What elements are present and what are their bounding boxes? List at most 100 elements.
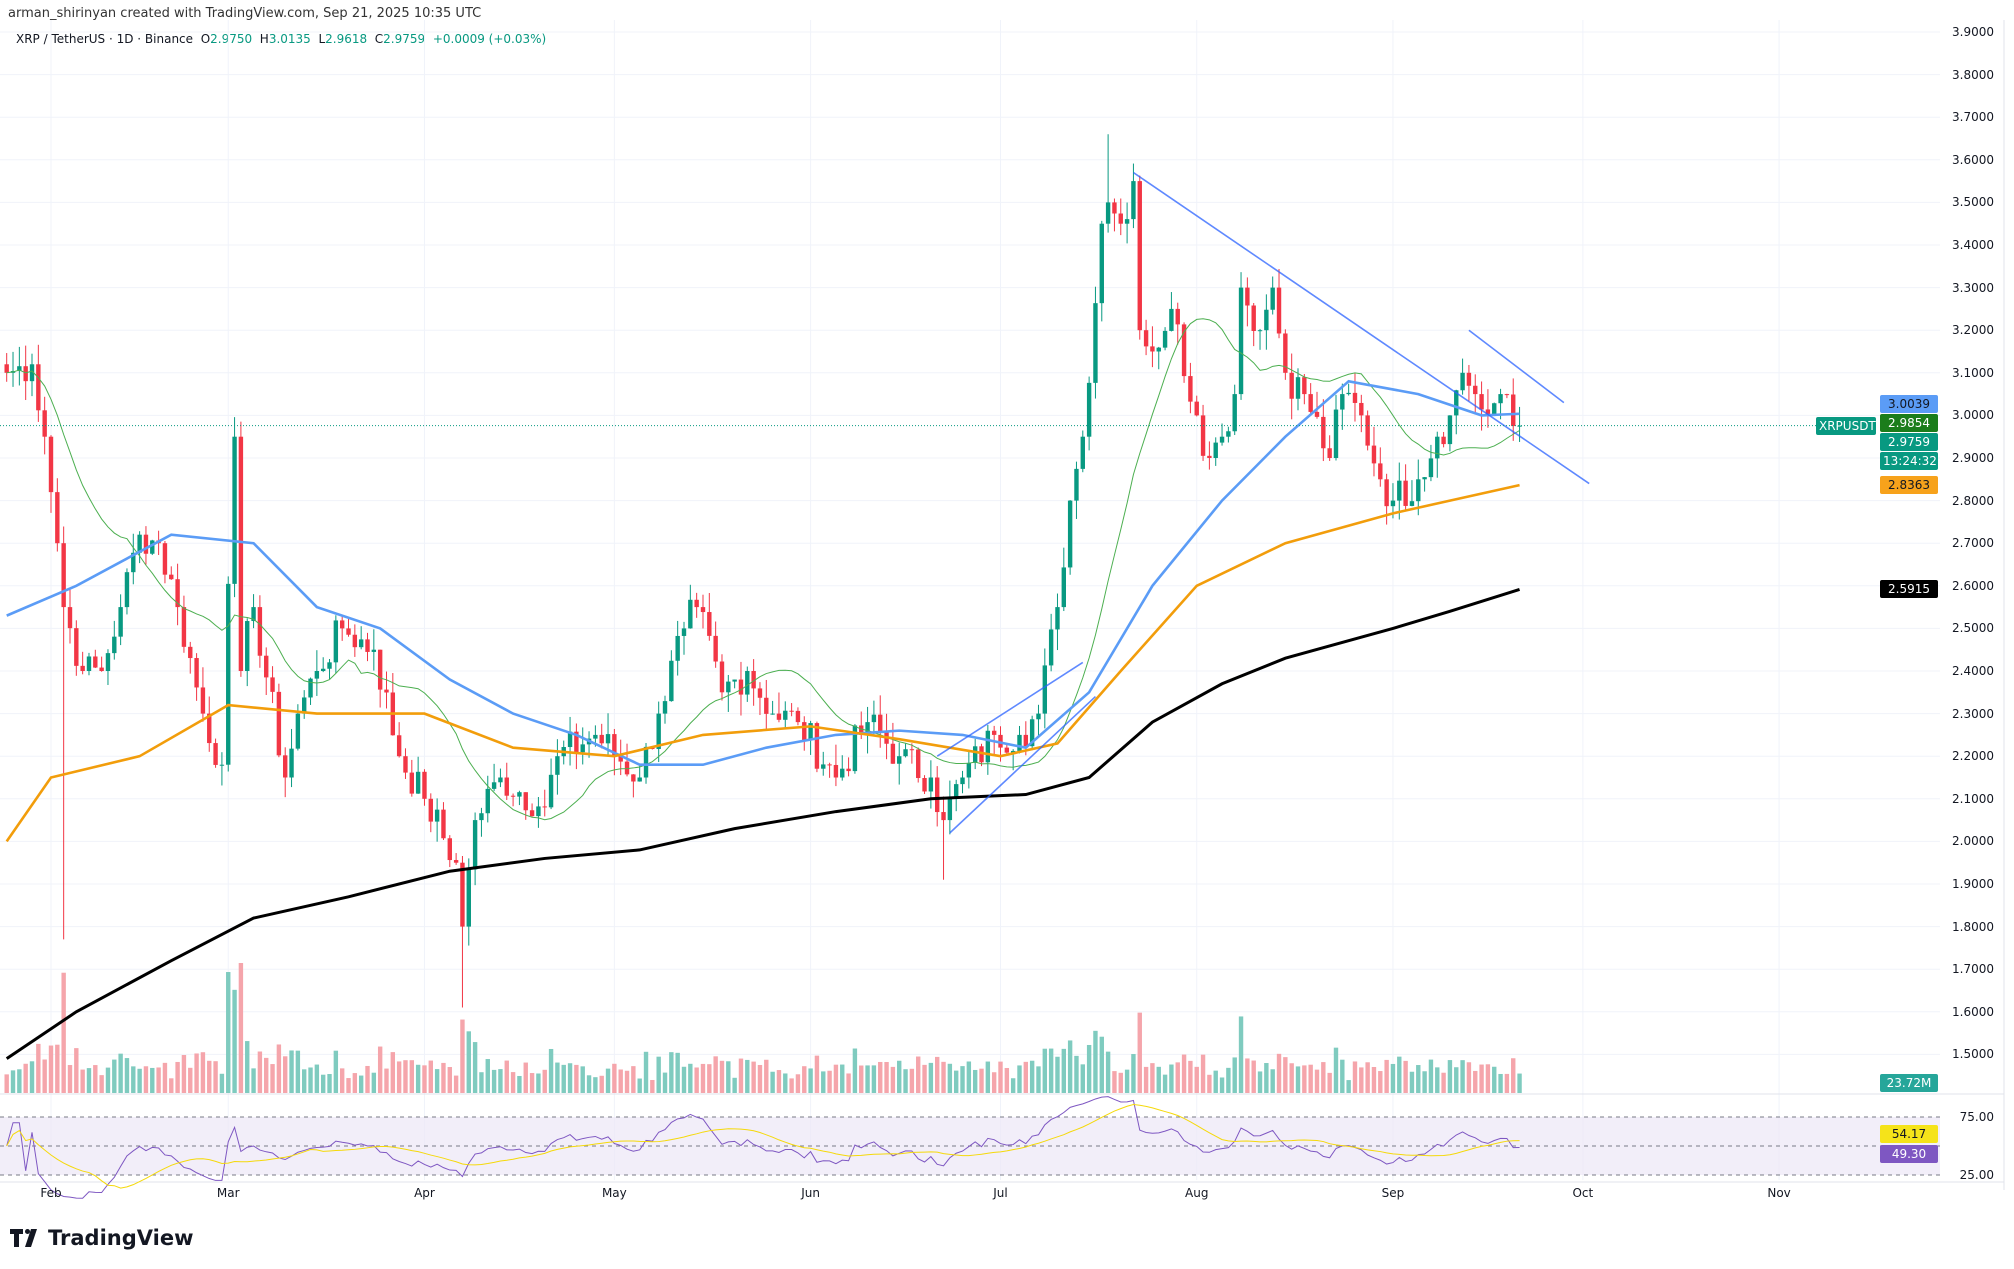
volume-bar [1333,1047,1339,1093]
volume-bar [289,1050,294,1093]
candle [1188,362,1193,414]
candle [897,742,902,785]
candle-body [1447,415,1453,445]
volume-bar [1131,1054,1136,1093]
candle-body [859,725,864,735]
candle [181,595,187,653]
candle [327,659,332,680]
volume-bar [719,1060,725,1093]
volume-bar [871,1065,877,1093]
candle-body [935,777,940,813]
volume-bar [865,1065,870,1093]
candle-body [700,607,706,613]
candle-body [1181,324,1187,377]
candle-body [814,723,820,769]
volume-bar [897,1060,902,1093]
volume-bar [859,1065,864,1093]
volume-bar [302,1069,307,1093]
candle-body [320,668,326,671]
volume-bar [1061,1048,1066,1093]
candle-body [783,710,788,720]
volume-bar [1257,1071,1263,1093]
volume-bar [1435,1067,1440,1093]
candle [1504,393,1510,399]
candle [1105,134,1111,233]
volume-bar [1289,1063,1294,1093]
volume-bar [169,1078,174,1093]
candle [751,659,756,706]
candle [1295,368,1301,411]
volume-bar [922,1064,927,1093]
candle [1397,462,1402,520]
candle [1036,704,1041,737]
volume-bar [276,1044,282,1093]
volume-bar [1105,1051,1111,1093]
candle-body [827,764,832,766]
candle [36,344,41,422]
volume-bar [441,1062,446,1093]
candle-body [1504,394,1510,396]
candle [371,629,377,671]
candle-body [1340,394,1345,410]
candle-body [599,734,604,744]
candle [1169,292,1174,332]
volume-bar [1162,1074,1168,1093]
candle-body [485,788,490,814]
symbol-title[interactable]: XRP / TetherUS · 1D · Binance [16,32,194,46]
price-tick: 1.5000 [1952,1047,1994,1062]
price-tick: 1.9000 [1952,877,1994,891]
volume-bar [1378,1071,1383,1093]
candle [1441,431,1446,448]
candle [491,763,497,792]
candle [1428,444,1434,482]
candle [302,690,307,719]
candle-body [422,771,427,799]
candle-body [1257,330,1263,332]
volume-bar [555,1062,560,1093]
candle [1283,329,1288,380]
candle-body [719,661,725,693]
volume-bar [1194,1066,1199,1093]
candle [1302,374,1307,405]
candle [358,626,364,650]
volume-bar [55,1044,60,1093]
candle-body [219,764,225,766]
price-tick: 2.6000 [1952,578,1994,593]
candle [1454,389,1459,435]
candle-body [1479,394,1484,410]
candle [504,762,509,801]
volume-bar [314,1064,320,1093]
candle-body [631,774,636,782]
tradingview-logo[interactable]: TradingView [10,1226,193,1250]
symbol-price-label: XRPUSDT [1816,416,1876,435]
candle [434,798,440,842]
volume-bar [852,1048,858,1093]
volume-bar [365,1065,370,1093]
candle [105,649,111,686]
candle-body [1384,479,1389,507]
candle-body [953,784,959,798]
candle [1207,441,1212,470]
candle-body [789,710,794,712]
candle-body [675,635,680,661]
candle [55,478,60,552]
moving-average-line [5,483,1520,843]
candle [1346,383,1351,396]
candle-body [1289,372,1294,399]
candle [441,802,446,841]
candle [257,595,263,668]
candle [1314,391,1320,419]
candle-body [346,628,351,635]
candle-body [770,713,775,715]
volume-bar [517,1075,522,1093]
candle [1086,376,1092,451]
volume-bar [200,1052,206,1093]
candle [460,856,465,1008]
price-tick: 3.9000 [1952,25,1994,39]
volume-bar [23,1063,28,1093]
candle [384,671,389,709]
volume-bar [542,1069,547,1093]
volume-bar [1067,1040,1073,1093]
volume-bar [17,1069,22,1093]
